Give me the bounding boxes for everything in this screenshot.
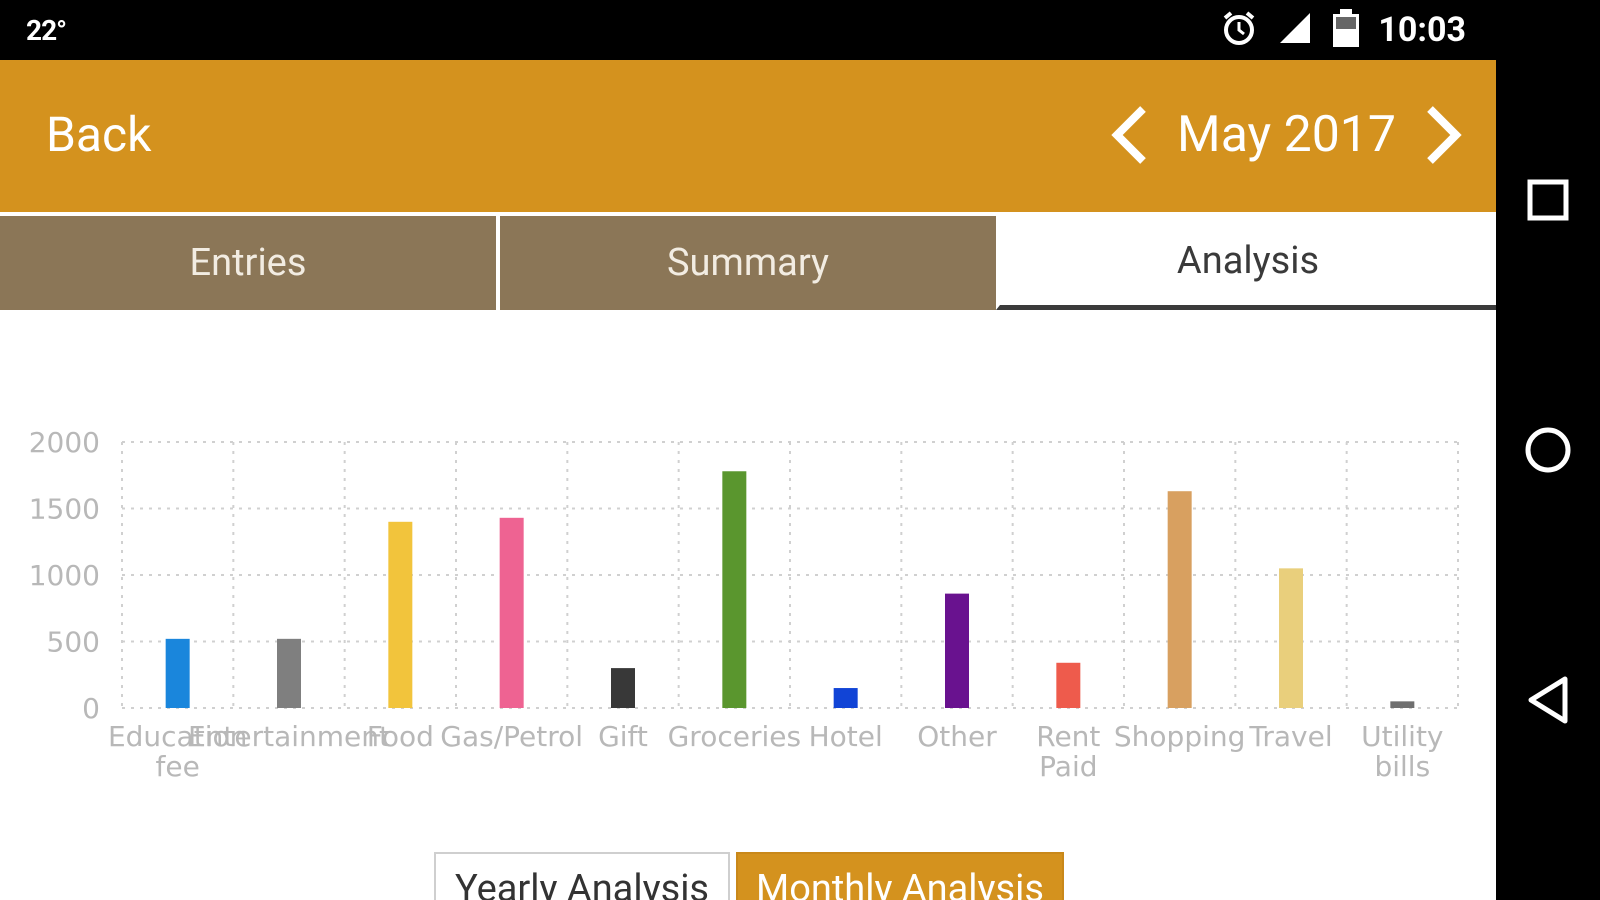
back-button[interactable]: Back [46, 106, 152, 163]
monthly-analysis-button[interactable]: Monthly Analysis [736, 852, 1064, 900]
x-tick-label: Education [108, 720, 247, 753]
previous-month-chevron-left-icon[interactable] [1107, 100, 1151, 170]
bar-shopping[interactable] [1167, 491, 1192, 708]
x-tick-label: Rent [1036, 720, 1100, 753]
month-label: May 2017 [1177, 106, 1396, 164]
tab-summary[interactable]: Summary [496, 216, 996, 310]
y-tick-label: 1000 [29, 559, 100, 592]
month-navigator: May 2017 [1107, 100, 1466, 170]
home-circle-icon[interactable] [1518, 420, 1578, 480]
y-tick-label: 1500 [29, 493, 100, 526]
chart-canvas: 0 500 1000 1500 2000 EducationfeeEntertainmen… [29, 426, 1459, 783]
bar-gift[interactable] [611, 668, 635, 708]
status-icons: 10:03 [1220, 8, 1466, 52]
clock-time: 10:03 [1378, 10, 1466, 50]
app-window: Back May 2017 Entries Summary Analysis 0… [0, 60, 1496, 900]
bar-hotel[interactable] [833, 688, 858, 708]
x-tick-label: Entertainment [188, 720, 390, 753]
battery-icon [1332, 8, 1360, 52]
status-bar: 22° 10:03 [0, 0, 1496, 60]
back-triangle-icon[interactable] [1518, 670, 1578, 730]
x-tick-label: Paid [1039, 750, 1097, 783]
y-tick-label: 0 [82, 692, 100, 725]
bar-groceries[interactable] [722, 471, 747, 708]
x-tick-label: Food [367, 720, 434, 753]
bar-food[interactable] [388, 521, 413, 708]
yearly-analysis-button[interactable]: Yearly Analysis [434, 852, 730, 900]
tab-analysis[interactable]: Analysis [996, 216, 1496, 310]
tab-bar: Entries Summary Analysis [0, 216, 1496, 310]
bar-rent-paid[interactable] [1056, 662, 1081, 708]
x-tick-label: Utility [1361, 720, 1443, 753]
weather-temperature: 22° [26, 14, 67, 47]
x-tick-label: Groceries [668, 720, 801, 753]
bar-other[interactable] [945, 593, 969, 708]
bar-travel[interactable] [1279, 568, 1303, 708]
x-tick-label: Gift [598, 720, 648, 753]
x-tick-label: Shopping [1114, 720, 1246, 753]
x-tick-label: Gas/Petrol [440, 720, 583, 753]
tab-entries[interactable]: Entries [0, 216, 496, 310]
signal-icon [1276, 9, 1314, 51]
y-tick-label: 2000 [29, 426, 100, 459]
system-navigation-bar [1496, 0, 1600, 900]
x-tick-label: Other [917, 720, 997, 753]
bar-education-fee[interactable] [165, 638, 190, 708]
x-tick-label: bills [1374, 750, 1430, 783]
y-tick-label: 500 [47, 626, 100, 659]
x-tick-label: Travel [1248, 720, 1332, 753]
next-month-chevron-right-icon[interactable] [1422, 100, 1466, 170]
analysis-toggle-group: Yearly Analysis Monthly Analysis [434, 852, 1064, 900]
x-tick-label: Hotel [809, 720, 883, 753]
app-header: Back May 2017 [0, 60, 1496, 212]
analysis-bar-chart: 0 500 1000 1500 2000 Education fee Entertainmen… [0, 350, 1496, 810]
x-tick-label: fee [156, 750, 200, 783]
bar-gas-petrol[interactable] [499, 517, 524, 708]
recent-apps-square-icon[interactable] [1518, 170, 1578, 230]
bar-utility-bills[interactable] [1390, 701, 1415, 708]
bar-entertainment[interactable] [277, 638, 301, 708]
alarm-icon [1220, 9, 1258, 51]
